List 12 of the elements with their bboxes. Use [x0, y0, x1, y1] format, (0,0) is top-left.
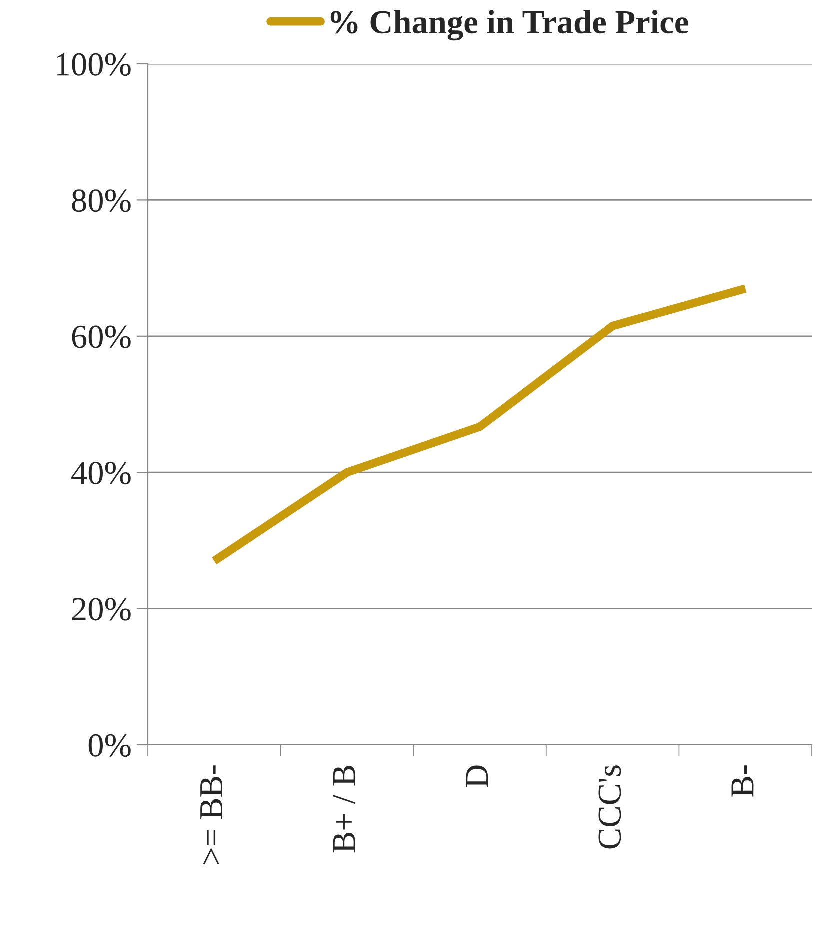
x-tick-label: B+ / B — [333, 766, 356, 853]
y-tick-label: 0% — [88, 734, 131, 758]
legend-label: % Change in Trade Price — [330, 10, 688, 41]
x-tick-label: CCC's — [598, 766, 622, 849]
y-tick-label: 100% — [57, 53, 131, 76]
y-tick-label: 80% — [72, 190, 131, 212]
x-tick-label: D — [466, 766, 488, 788]
y-tick-label: 60% — [72, 326, 131, 348]
y-tick-label: 40% — [72, 462, 131, 485]
x-tick-label: B- — [732, 766, 754, 797]
y-tick-label: 20% — [72, 598, 131, 621]
x-tick-label: >= BB- — [200, 766, 223, 864]
